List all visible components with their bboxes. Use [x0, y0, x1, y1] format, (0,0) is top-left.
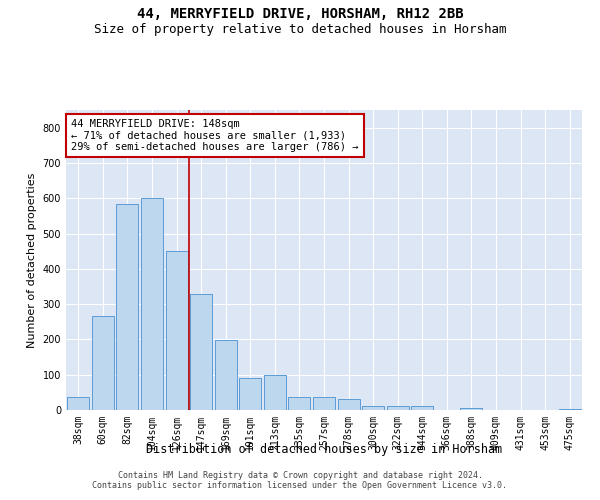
Bar [215, 340, 237, 410]
Text: 44 MERRYFIELD DRIVE: 148sqm
← 71% of detached houses are smaller (1,933)
29% of : 44 MERRYFIELD DRIVE: 148sqm ← 71% of det… [71, 119, 359, 152]
Text: Size of property relative to detached houses in Horsham: Size of property relative to detached ho… [94, 22, 506, 36]
Bar [190, 294, 212, 410]
Bar [559, 408, 581, 410]
Bar [116, 204, 139, 410]
Bar [264, 374, 286, 410]
Bar [460, 408, 482, 410]
Bar [239, 378, 262, 410]
Bar [92, 316, 114, 410]
Bar [166, 251, 188, 410]
Text: Contains HM Land Registry data © Crown copyright and database right 2024.
Contai: Contains HM Land Registry data © Crown c… [92, 470, 508, 490]
Bar [67, 396, 89, 410]
Text: Distribution of detached houses by size in Horsham: Distribution of detached houses by size … [146, 442, 502, 456]
Bar [289, 396, 310, 410]
Text: 44, MERRYFIELD DRIVE, HORSHAM, RH12 2BB: 44, MERRYFIELD DRIVE, HORSHAM, RH12 2BB [137, 8, 463, 22]
Bar [411, 406, 433, 410]
Y-axis label: Number of detached properties: Number of detached properties [27, 172, 37, 348]
Bar [362, 406, 384, 410]
Bar [313, 396, 335, 410]
Bar [338, 398, 359, 410]
Bar [386, 406, 409, 410]
Bar [141, 198, 163, 410]
